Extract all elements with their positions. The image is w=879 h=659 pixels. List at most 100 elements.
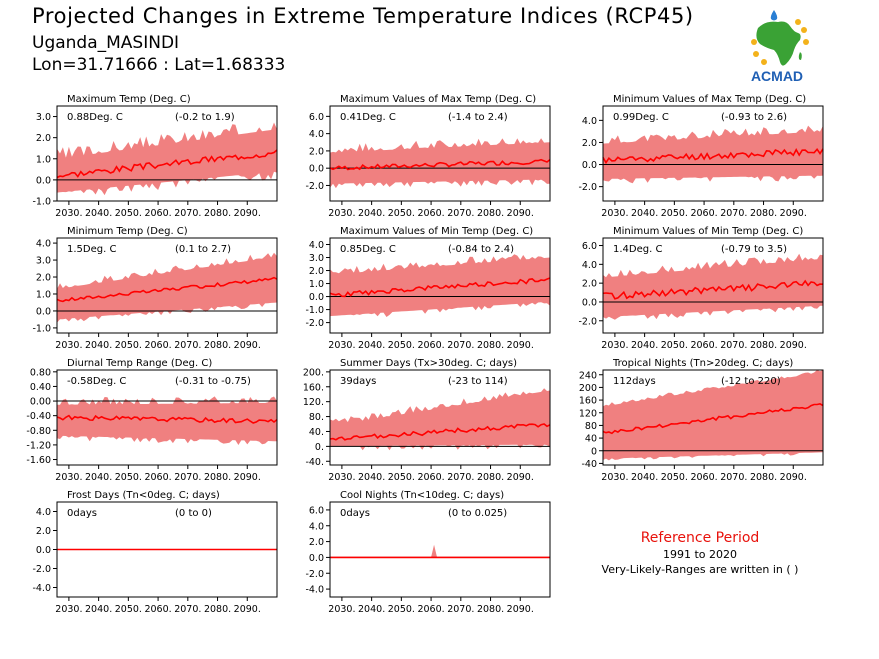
y-tick-label: 4.0 [309,521,324,532]
median-line [329,158,551,171]
plot-frame [329,105,551,202]
x-tick-label: 2030. [601,340,628,351]
y-tick-label: 80 [585,421,597,432]
x-tick-label: 2030. [601,472,628,483]
x-tick-label: 2060. [417,208,444,219]
plot-frame [56,105,278,202]
acmad-logo: ACMAD [736,8,818,84]
uncertainty-band [603,125,823,184]
chart-stat: 1.5Deg. C [67,244,116,255]
chart-title: Minimum Temp (Deg. C) [67,226,188,237]
y-tick-label: -2.0 [32,564,51,575]
y-tick-label: 3.0 [36,112,51,123]
y-tick-label: -1.20 [26,440,51,451]
x-tick-label: 2040. [85,340,112,351]
y-tick-label: 2.0 [309,537,324,548]
chart-panel: -4.0 -2.0 0.0 2.0 4.0 6.0 2030. 2040. 2050. 2060.… [305,490,551,615]
y-tick-label: -1.0 [32,323,51,334]
x-tick-label: 2090. [507,472,534,483]
chart-range: (0 to 0.025) [448,508,507,519]
chart-title: Cool Nights (Tn<10deg. C; days) [340,490,504,501]
median-line [56,149,278,179]
chart-stat: 0days [340,508,370,519]
y-tick-label: -2.0 [578,316,597,327]
x-tick-label: 2070. [720,208,747,219]
plot-frame [602,369,824,466]
y-tick-label: 0 [591,446,597,457]
x-tick-label: 2070. [447,472,474,483]
chart-range: (-0.31 to -0.75) [175,376,251,387]
chart-range: (0.1 to 2.7) [175,244,231,255]
median-line [329,277,551,298]
chart-panel: -2.0 0.0 2.0 4.0 6.0 2030. 2040. 2050. 2060. 2070… [578,226,824,351]
x-tick-label: 2050. [661,208,688,219]
chart-stat: 0days [67,508,97,519]
median-line [56,414,278,424]
x-tick-label: 2040. [85,472,112,483]
y-tick-label: 2.0 [309,146,324,157]
chart-panel: -4.0 -2.0 0.0 2.0 4.0 2030. 2040. 2050. 2060. 207… [32,490,278,615]
y-tick-label: 2.0 [582,138,597,149]
y-tick-label: 0.0 [309,292,324,303]
x-tick-label: 2080. [750,208,777,219]
y-tick-label: 4.0 [582,260,597,271]
uncertainty-band [330,254,550,317]
chart-range: (-1.4 to 2.4) [448,112,508,123]
y-tick-label: 2.0 [36,133,51,144]
plot-frame [56,237,278,334]
x-tick-label: 2070. [447,604,474,615]
y-tick-label: 1.0 [36,289,51,300]
y-tick-label: -1.60 [26,455,51,466]
y-tick-label: 80. [309,412,324,423]
reference-title: Reference Period [640,530,760,546]
chart-range: (-0.93 to 2.6) [721,112,787,123]
x-tick-label: 2050. [115,604,142,615]
y-tick-label: 160. [303,382,324,393]
y-tick-label: -0.80 [26,426,51,437]
median-line [602,279,824,300]
x-tick-label: 2080. [477,472,504,483]
africa-map-icon [756,21,802,66]
reference-period: 1991 to 2020 [662,548,738,561]
x-tick-label: 2060. [144,472,171,483]
chart-stat: 0.88Deg. C [67,112,123,123]
x-tick-label: 2040. [358,208,385,219]
chart-stat: 112days [613,376,656,387]
x-tick-label: 2090. [780,208,807,219]
y-tick-label: -1.0 [305,305,324,316]
y-tick-label: 40. [309,427,324,438]
y-tick-label: -4.0 [32,583,51,594]
uncertainty-band [57,252,277,323]
y-tick-label: 6.0 [582,241,597,252]
y-tick-label: -40. [305,457,324,468]
chart-title: Maximum Temp (Deg. C) [67,94,191,105]
uncertainty-band [57,122,277,196]
x-tick-label: 2090. [780,340,807,351]
y-tick-label: 0.40 [30,382,51,393]
y-tick-label: 0.00 [30,397,51,408]
chart-title: Diurnal Temp Range (Deg. C) [67,358,212,369]
x-tick-label: 2050. [388,208,415,219]
chart-title: Frost Days (Tn<0deg. C; days) [67,490,220,501]
y-tick-label: 4.0 [36,239,51,250]
x-tick-label: 2040. [631,208,658,219]
x-tick-label: 2070. [720,472,747,483]
chart-panel: -2.0 0.0 2.0 4.0 6.0 2030. 2040. 2050. 2060. 2070… [305,94,551,219]
x-tick-label: 2080. [204,472,231,483]
x-tick-label: 2070. [174,340,201,351]
logo-text: ACMAD [751,68,803,84]
y-tick-label: 0. [315,442,324,453]
y-tick-label: 120. [303,397,324,408]
chart-range: (-0.79 to 3.5) [721,244,787,255]
y-tick-label: 0.0 [582,297,597,308]
x-tick-label: 2060. [417,340,444,351]
chart-stat: 39days [340,376,376,387]
y-tick-label: 120 [579,408,597,419]
x-tick-label: 2050. [115,208,142,219]
y-tick-label: -0.40 [26,411,51,422]
chart-title: Maximum Values of Min Temp (Deg. C) [340,226,533,237]
x-tick-label: 2070. [447,208,474,219]
